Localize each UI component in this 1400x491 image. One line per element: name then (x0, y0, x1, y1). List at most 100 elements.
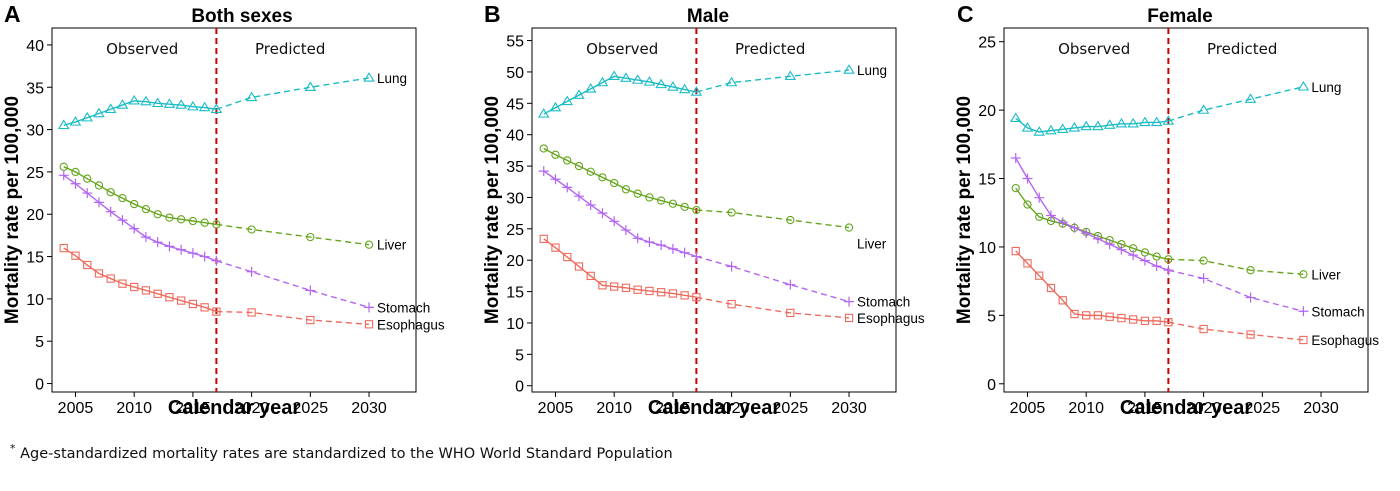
series-line-predicted (1168, 321, 1304, 341)
data-point (573, 89, 585, 99)
data-point (1128, 250, 1139, 261)
y-tick-label: 20 (26, 207, 44, 224)
series-label: Stomach (1311, 304, 1364, 319)
data-point (247, 225, 256, 234)
data-point (1115, 117, 1128, 128)
data-point (632, 233, 643, 244)
x-axis-label: Calendar year (1120, 397, 1253, 419)
data-point (1198, 273, 1209, 284)
data-point (596, 76, 609, 87)
data-point (59, 243, 68, 253)
y-tick-label: 5 (35, 334, 44, 351)
data-point (188, 216, 198, 226)
data-point (69, 116, 82, 126)
data-point (574, 262, 584, 271)
data-point (106, 274, 115, 283)
data-point (679, 247, 690, 258)
data-point (657, 196, 666, 205)
data-point (1081, 228, 1092, 239)
data-point (128, 94, 140, 105)
series-esophagus: Esophagus (59, 243, 445, 332)
series-label: Lung (1311, 80, 1341, 95)
series-line-predicted (216, 310, 370, 325)
x-tick-label: 2010 (116, 400, 152, 417)
data-point (1092, 120, 1104, 131)
panel-title: Male (687, 6, 729, 27)
data-point (1299, 270, 1308, 279)
series-line-predicted (696, 296, 850, 319)
y-axis-label: Mortality rate per 100,000 (482, 96, 503, 324)
data-point (70, 178, 81, 189)
data-point (82, 188, 93, 199)
data-point (1023, 259, 1032, 268)
data-point (610, 178, 619, 188)
x-tick-label: 2010 (1068, 400, 1104, 417)
data-point (562, 182, 573, 193)
region-label-predicted: Predicted (735, 40, 805, 58)
data-point (83, 174, 92, 183)
data-point (198, 101, 211, 112)
data-point (306, 232, 315, 242)
data-point (94, 269, 104, 278)
region-label-predicted: Predicted (1207, 40, 1277, 58)
data-point (1139, 255, 1150, 266)
data-point (608, 70, 620, 81)
data-point (1152, 316, 1161, 325)
x-tick-label: 2030 (831, 400, 867, 417)
data-point (130, 199, 139, 209)
y-tick-label: 10 (978, 240, 996, 257)
data-point (786, 215, 795, 225)
data-point (1035, 212, 1044, 221)
data-point (563, 156, 572, 165)
series-label: Stomach (857, 295, 910, 310)
series-line-predicted (1168, 86, 1304, 122)
data-point (246, 266, 257, 277)
data-point (667, 243, 678, 254)
data-point (165, 213, 174, 222)
data-point (609, 216, 620, 227)
data-point (725, 76, 738, 87)
y-tick-label: 0 (515, 379, 524, 396)
series-line-predicted (216, 77, 370, 110)
data-point (81, 111, 94, 122)
data-point (1164, 318, 1173, 327)
data-point (1069, 222, 1080, 233)
y-axis-label: Mortality rate per 100,000 (954, 96, 975, 324)
data-point (537, 108, 550, 118)
data-point (1056, 123, 1069, 133)
series-line-observed (543, 75, 697, 115)
data-point (668, 199, 678, 208)
data-point (165, 293, 174, 302)
data-point (620, 72, 632, 82)
y-tick-label: 45 (506, 96, 524, 113)
data-point (1246, 330, 1255, 339)
data-point (1093, 311, 1103, 320)
y-tick-label: 0 (35, 377, 44, 394)
y-tick-label: 40 (506, 128, 524, 145)
series-liver: Liver (59, 162, 407, 253)
data-point (1116, 244, 1127, 255)
data-point (164, 241, 175, 252)
series-lung: Lung (537, 63, 887, 118)
data-point (306, 315, 315, 325)
y-tick-label: 25 (26, 165, 44, 182)
series-esophagus: Esophagus (539, 234, 925, 326)
data-point (598, 281, 607, 290)
data-point (727, 208, 736, 217)
data-point (573, 191, 584, 202)
data-point (212, 220, 221, 229)
data-point (621, 185, 631, 194)
data-point (1011, 183, 1020, 193)
region-label-predicted: Predicted (255, 40, 325, 58)
data-point (551, 150, 560, 159)
data-point (210, 103, 223, 113)
data-point (199, 251, 210, 262)
data-point (1058, 296, 1067, 305)
data-point (1199, 324, 1208, 334)
data-point (58, 170, 69, 181)
data-point (680, 202, 689, 212)
series-label: Esophagus (1311, 333, 1379, 348)
data-point (656, 240, 667, 251)
data-point (1082, 311, 1091, 320)
